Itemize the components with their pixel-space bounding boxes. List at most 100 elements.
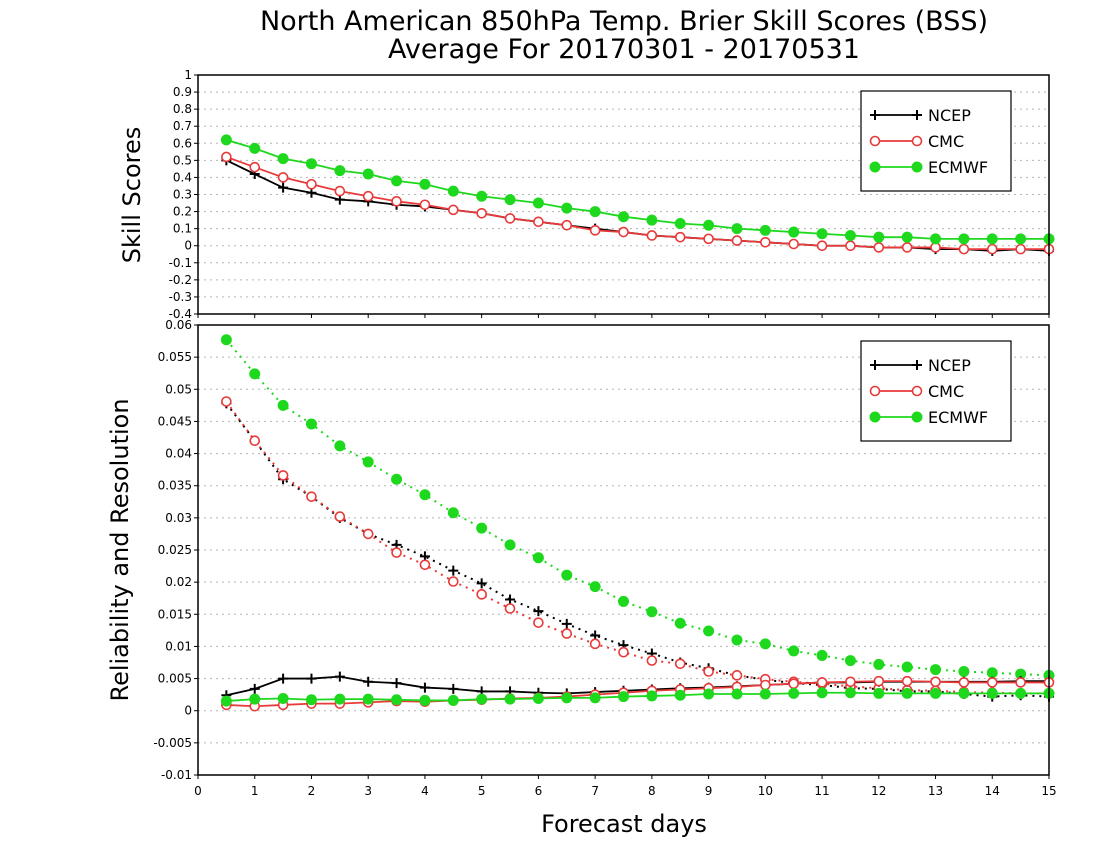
legend-marker [870,110,880,120]
y-tick-label: 0.06 [165,318,192,332]
data-point [334,693,346,705]
data-point [305,694,317,706]
x-tick-label: 13 [928,784,943,798]
x-tick-label: 10 [758,784,773,798]
data-point [561,219,573,231]
y-tick-label: 0.045 [158,414,192,428]
legend-marker [869,411,881,423]
data-point [277,153,289,165]
data-point [334,185,346,197]
data-point [788,687,800,699]
data-point [873,687,885,699]
legend-marker [911,411,923,423]
data-point [845,676,856,688]
data-point [986,667,998,679]
y-tick-label: 0.4 [173,170,192,184]
data-point [447,185,459,197]
data-point [759,688,771,700]
legend-marker [912,110,922,120]
data-point [476,693,488,705]
legend-marker [911,385,923,397]
y-tick-label: 0.6 [173,136,192,150]
data-point [958,666,970,677]
legend-label: ECMWF [928,158,988,177]
data-point [249,683,260,694]
data-point [561,618,572,629]
data-point [759,224,771,236]
data-point [958,687,970,699]
data-point [1015,233,1027,245]
legend-marker [869,135,881,147]
data-point [306,178,317,190]
x-tick-label: 1 [251,784,259,798]
data-point [589,225,601,236]
chart-title-line-2: Average For 20170301 - 20170531 [388,34,860,65]
data-point [731,670,743,681]
data-point [844,687,856,699]
data-point [249,368,261,380]
data-point [504,693,516,705]
data-point [646,606,658,618]
y-tick-label: 0.025 [158,543,192,557]
data-point [788,678,800,690]
data-point [504,603,516,614]
data-point [448,565,459,576]
data-point [277,172,289,183]
data-point [760,679,771,691]
y-tick-label: 0.055 [158,350,192,364]
x-tick-label: 12 [871,784,886,798]
legend-marker [869,161,881,173]
data-point [221,396,232,407]
data-point [334,511,346,522]
data-point [816,677,828,688]
legend: NCEP CMC ECMWF [860,340,1012,442]
x-tick-label: 3 [364,784,372,798]
data-point [391,678,402,689]
data-point [249,693,261,705]
x-tick-label: 4 [421,784,429,798]
data-point [986,687,998,699]
data-point [986,233,998,245]
data-point [532,693,544,704]
data-point [986,677,998,688]
data-point [448,683,459,694]
data-point [618,226,629,238]
data-point [305,418,317,430]
y-axis-title: Skill Scores [118,127,146,264]
data-point [844,655,856,667]
legend-label: CMC [928,382,964,401]
data-point [419,682,430,693]
data-point [901,675,913,687]
y-tick-label: 1 [184,68,192,82]
data-point [419,199,431,211]
data-point [674,218,686,230]
series-cmc-dotted [221,396,1055,699]
x-tick-label: 2 [308,784,316,798]
series-line [225,402,1050,698]
y-axis-title: Reliability and Resolution [106,398,134,701]
y-tick-label: -0.3 [169,290,192,304]
data-point [334,165,346,177]
data-point [816,228,828,240]
legend-marker [911,161,923,173]
data-point [788,238,800,250]
data-point [1015,243,1026,255]
data-point [1015,687,1027,699]
top-panel: -0.4 -0.3 -0.2 -0.1 0 0.1 0.2 0.3 0.4 0.5 0.6 0.7 0.… [118,68,1055,321]
data-point [220,695,232,707]
x-tick-label: 15 [1041,784,1056,798]
data-point [306,673,317,684]
x-tick-label: 6 [535,784,543,798]
series-line [225,400,1049,695]
y-tick-label: 0.03 [165,511,192,525]
y-tick-label: -0.01 [161,768,192,782]
plot-frame [197,74,1050,315]
data-point [362,693,374,705]
data-point [561,692,573,704]
data-point [674,617,686,629]
data-point [873,658,885,670]
data-point [561,202,573,214]
y-tick-label: 0.015 [158,607,192,621]
data-point [221,151,232,163]
